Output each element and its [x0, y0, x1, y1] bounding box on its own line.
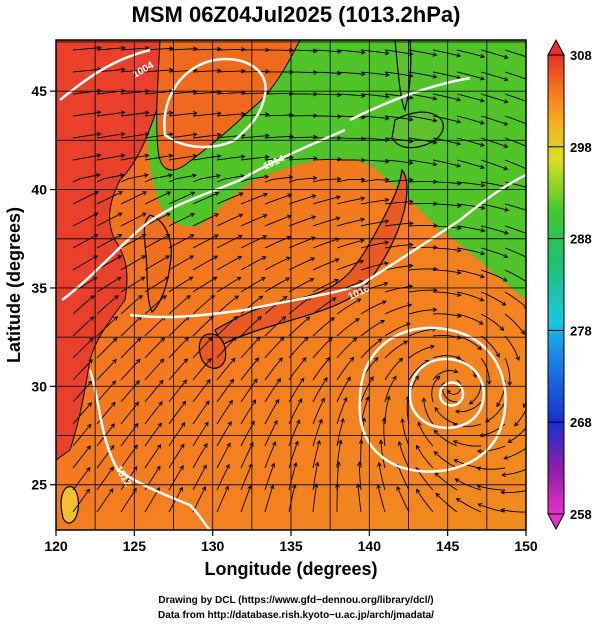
- taiwan-island: [61, 487, 78, 524]
- streamline-arrowhead: [527, 168, 531, 171]
- streamline-arrowhead: [538, 357, 542, 361]
- x-axis-label: Longitude (degrees): [204, 559, 377, 579]
- streamline: [529, 358, 533, 386]
- streamline: [265, 50, 293, 51]
- streamline: [529, 292, 550, 311]
- x-tick-label: 135: [279, 538, 303, 554]
- streamline: [241, 72, 269, 73]
- map-panel: 1004 1014 1016 1012: [56, 40, 556, 534]
- x-tick-label: 140: [358, 538, 382, 554]
- streamline: [409, 226, 437, 227]
- y-tick-label: 30: [31, 378, 47, 394]
- credit-line-1: Drawing by DCL (https://www.gfd−dennou.o…: [158, 595, 433, 606]
- colorbar-top-arrow: [548, 40, 564, 55]
- streamline-arrowhead: [528, 186, 532, 190]
- streamline-arrowhead: [543, 332, 546, 336]
- streamline-arrowhead: [528, 209, 532, 213]
- y-tick-label: 45: [31, 83, 47, 99]
- colorbar-bottom-arrow: [548, 514, 564, 529]
- y-tick-label: 35: [31, 280, 47, 296]
- credit-line-2: Data from http://database.rish.kyoto−u.a…: [158, 610, 434, 621]
- colorbar-tick-label: 258: [570, 507, 592, 522]
- streamline-arrowhead: [531, 382, 535, 386]
- colorbar-tick-label: 298: [570, 140, 592, 155]
- streamline-arrowhead: [527, 100, 531, 104]
- x-tick-label: 150: [514, 538, 538, 554]
- colorbar-tick-label: 278: [570, 323, 592, 338]
- y-axis-label: Latitude (degrees): [4, 207, 24, 363]
- streamline: [313, 116, 341, 117]
- y-tick-label: 25: [31, 477, 47, 493]
- streamline-arrowhead: [527, 233, 531, 237]
- y-tick-label: 40: [31, 182, 47, 198]
- colorbar-tick-label: 308: [570, 48, 592, 63]
- streamline-arrowhead: [527, 145, 531, 149]
- y-axis-ticks: 25 30 35 40 45: [31, 83, 56, 493]
- colorbar: 308 298 288 278 268 258: [548, 40, 592, 529]
- colorbar-tick-label: 268: [570, 415, 592, 430]
- x-tick-label: 145: [436, 538, 460, 554]
- streamline: [529, 314, 546, 336]
- streamline-arrowhead: [528, 56, 532, 60]
- x-axis-ticks: 120 125 130 135 140 145 150: [44, 530, 538, 554]
- colorbar-gradient: [548, 55, 564, 514]
- colorbar-tick-label: 288: [570, 232, 592, 247]
- streamline-arrowhead: [528, 78, 532, 82]
- x-tick-label: 120: [44, 538, 68, 554]
- x-tick-label: 125: [123, 538, 147, 554]
- streamline: [217, 49, 245, 50]
- x-tick-label: 130: [201, 538, 225, 554]
- streamline-arrowhead: [527, 123, 531, 127]
- streamline: [529, 336, 541, 361]
- streamline: [265, 94, 293, 95]
- streamline-arrowhead: [527, 256, 531, 259]
- chart-title: MSM 06Z04Jul2025 (1013.2hPa): [132, 2, 461, 27]
